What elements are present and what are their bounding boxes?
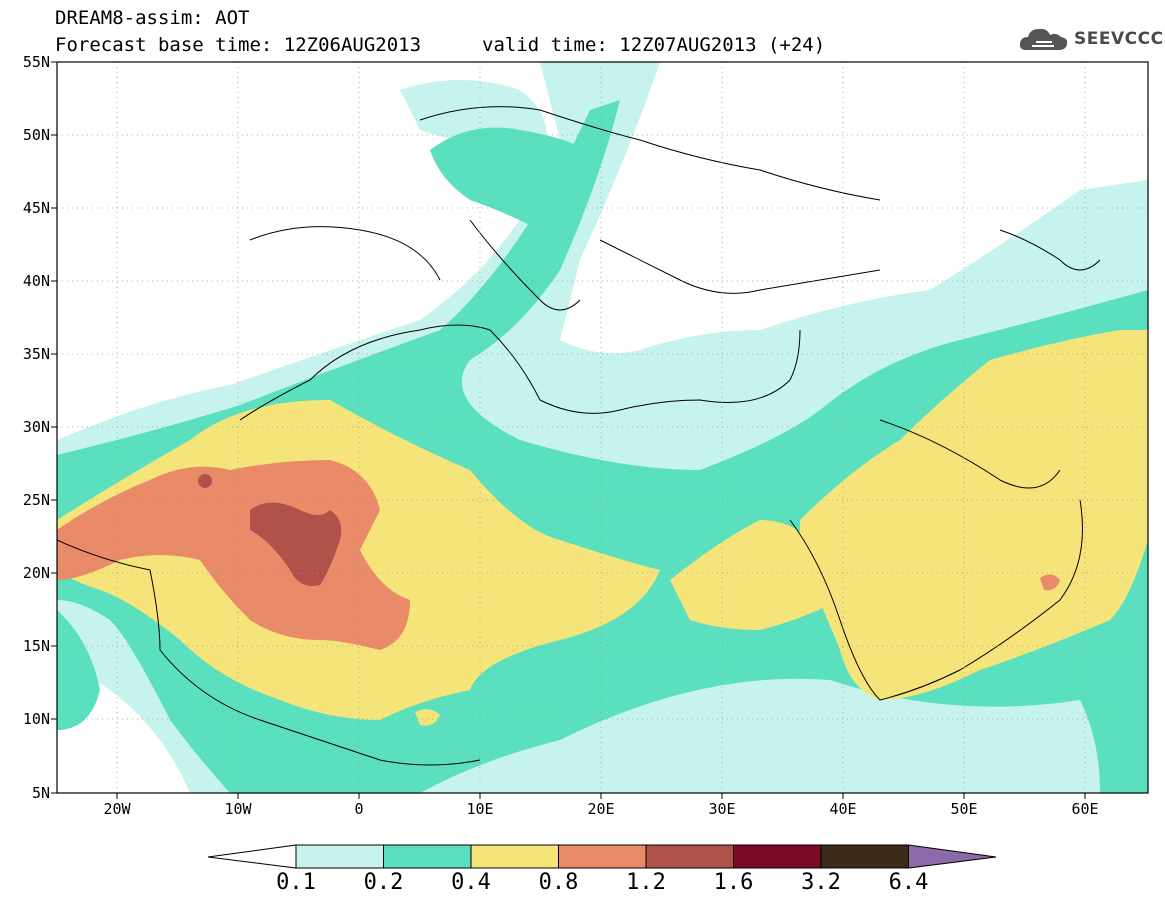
colorbar-swatch (820, 844, 909, 869)
lon-label: 0 (354, 800, 364, 818)
colorbar-label: 0.2 (363, 870, 404, 895)
colorbar-low-arrow (207, 844, 297, 869)
aot-field (57, 62, 1148, 793)
lat-label: 40N (22, 272, 50, 290)
coastlines (57, 106, 1101, 766)
colorbar-swatch (733, 844, 822, 869)
lon-label: 10W (224, 800, 252, 818)
lon-label: 30E (708, 800, 736, 818)
lon-label: 50E (950, 800, 978, 818)
colorbar-swatch (295, 844, 384, 869)
lat-label: 20N (22, 564, 50, 582)
seevccc-logo: SEEVCCC (1018, 22, 1164, 56)
lon-label: 40E (829, 800, 857, 818)
map-title: DREAM8-assim: AOT (55, 7, 250, 29)
lat-label: 35N (22, 345, 50, 363)
aot-band-0.2-italy (430, 127, 600, 230)
aot-band-0.2-west (57, 610, 100, 730)
aot-band-0.4-dot (415, 709, 440, 726)
logo-text: SEEVCCC (1074, 29, 1164, 49)
colorbar (207, 844, 997, 869)
colorbar-label: 0.8 (538, 870, 579, 895)
lon-label: 20W (103, 800, 131, 818)
cloud-icon (1019, 28, 1068, 50)
colorbar-label: 0.4 (451, 870, 491, 895)
lat-label: 45N (22, 199, 50, 217)
lat-label: 50N (22, 126, 50, 144)
aot-band-1.2-dot (198, 474, 212, 488)
valid-time: valid time: 12Z07AUG2013 (+24) (482, 34, 826, 56)
aot-band-0.4-africa-east (670, 520, 840, 630)
lat-label: 5N (31, 784, 50, 802)
colorbar-swatch (558, 844, 647, 869)
aot-band-1.2 (250, 502, 342, 586)
lat-label: 55N (22, 53, 50, 71)
lon-label: 10E (466, 800, 494, 818)
gridlines (57, 62, 1148, 793)
colorbar-swatch (470, 844, 559, 869)
lat-label: 30N (22, 418, 50, 436)
lat-label: 10N (22, 710, 50, 728)
lon-label: 20E (587, 800, 615, 818)
lat-label: 25N (22, 491, 50, 509)
colorbar-swatch (383, 844, 472, 869)
aot-band-0.8 (57, 460, 410, 650)
colorbar-label: 1.2 (626, 870, 666, 895)
aot-band-0.4-arabia (800, 330, 1148, 700)
colorbar-label: 3.2 (801, 870, 841, 895)
aot-band-0.8-oman (1040, 574, 1060, 591)
colorbar-label: 0.1 (276, 870, 316, 895)
colorbar-swatch (645, 844, 734, 869)
forecast-base-time: Forecast base time: 12Z06AUG2013 (55, 34, 422, 56)
lon-label: 60E (1071, 800, 1099, 818)
lat-label: 15N (22, 637, 50, 655)
colorbar-label: 6.4 (888, 870, 929, 895)
colorbar-high-arrow (908, 844, 997, 869)
colorbar-label: 1.6 (713, 870, 754, 895)
tick-marks (51, 61, 1086, 799)
